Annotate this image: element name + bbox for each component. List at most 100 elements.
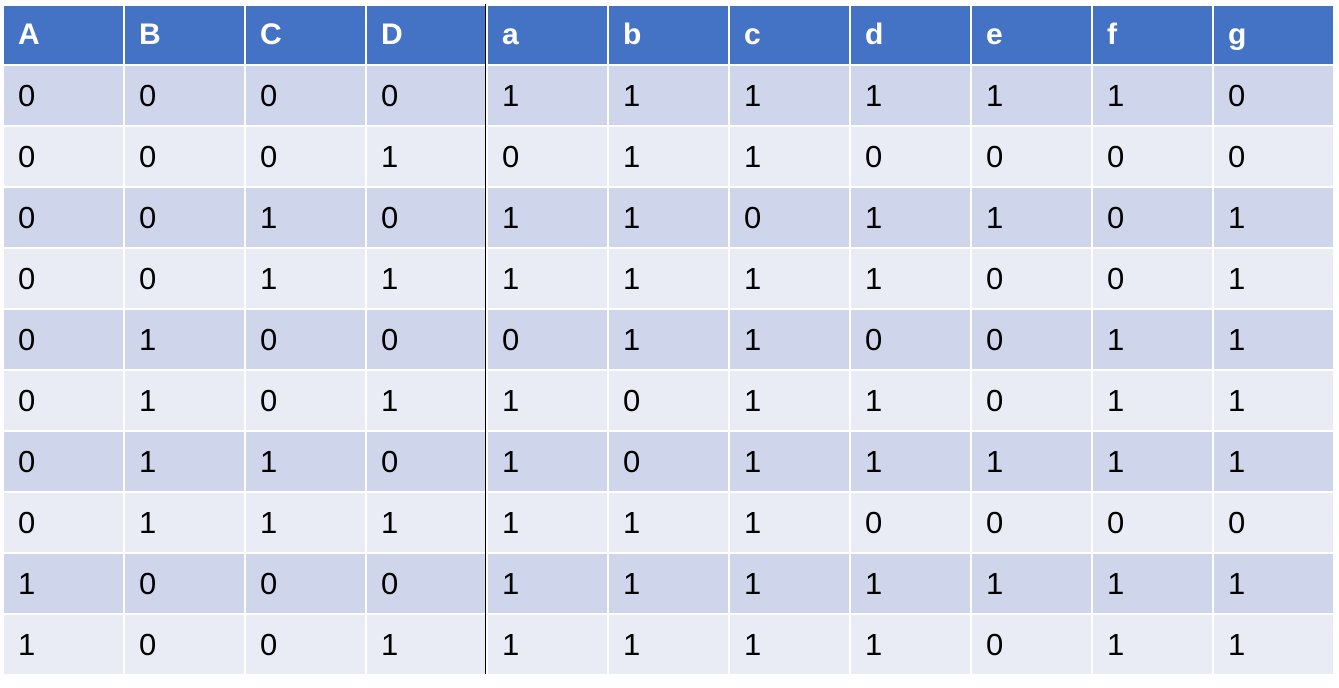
- column-header-f: f: [1093, 6, 1212, 64]
- table-cell: 1: [367, 493, 486, 552]
- table-cell: 0: [4, 493, 123, 552]
- table-cell: 1: [730, 310, 849, 369]
- table-cell: 1: [1214, 249, 1333, 308]
- table-cell: 1: [367, 371, 486, 430]
- table-cell: 1: [488, 249, 607, 308]
- table-cell: 1: [730, 615, 849, 674]
- table-cell: 0: [246, 310, 365, 369]
- table-cell: 1: [1093, 310, 1212, 369]
- table-cell: 0: [246, 66, 365, 125]
- table-cell: 0: [972, 127, 1091, 186]
- table-cell: 0: [972, 615, 1091, 674]
- table-cell: 0: [972, 493, 1091, 552]
- table-cell: 0: [125, 188, 244, 247]
- table-cell: 1: [851, 371, 970, 430]
- table-cell: 1: [1093, 432, 1212, 491]
- table-cell: 1: [972, 554, 1091, 613]
- table-cell: 1: [367, 249, 486, 308]
- table-cell: 1: [367, 127, 486, 186]
- table-cell: 0: [730, 188, 849, 247]
- table-cell: 0: [972, 249, 1091, 308]
- table-cell: 1: [125, 310, 244, 369]
- table-cell: 1: [972, 66, 1091, 125]
- table-cell: 0: [246, 371, 365, 430]
- table-cell: 1: [851, 615, 970, 674]
- table-cell: 1: [730, 66, 849, 125]
- table-cell: 1: [1093, 554, 1212, 613]
- table-cell: 1: [609, 127, 728, 186]
- table-cell: 1: [609, 493, 728, 552]
- column-header-c: c: [730, 6, 849, 64]
- table-cell: 1: [609, 188, 728, 247]
- table-cell: 1: [488, 188, 607, 247]
- input-output-divider: [485, 4, 486, 674]
- table-cell: 0: [1093, 127, 1212, 186]
- table-cell: 1: [125, 432, 244, 491]
- table-cell: 0: [488, 310, 607, 369]
- table-cell: 0: [246, 554, 365, 613]
- column-header-D: D: [367, 6, 486, 64]
- table-cell: 1: [730, 432, 849, 491]
- table-cell: 1: [4, 615, 123, 674]
- column-header-a: a: [488, 6, 607, 64]
- table-cell: 0: [4, 432, 123, 491]
- table-cell: 0: [125, 127, 244, 186]
- column-header-A: A: [4, 6, 123, 64]
- table-cell: 1: [609, 310, 728, 369]
- table-cell: 1: [851, 66, 970, 125]
- table-cell: 1: [972, 432, 1091, 491]
- table-cell: 0: [1093, 249, 1212, 308]
- table-cell: 1: [1093, 371, 1212, 430]
- column-header-d: d: [851, 6, 970, 64]
- column-header-b: b: [609, 6, 728, 64]
- table-cell: 1: [488, 493, 607, 552]
- table-cell: 1: [609, 554, 728, 613]
- table-cell: 1: [851, 188, 970, 247]
- table-cell: 0: [609, 371, 728, 430]
- table-cell: 1: [488, 66, 607, 125]
- table-cell: 1: [246, 188, 365, 247]
- table-cell: 0: [4, 127, 123, 186]
- table-cell: 0: [1214, 66, 1333, 125]
- table-cell: 1: [851, 249, 970, 308]
- table-cell: 0: [4, 249, 123, 308]
- table-cell: 0: [367, 432, 486, 491]
- table-cell: 0: [246, 127, 365, 186]
- table-cell: 1: [488, 432, 607, 491]
- table-cell: 1: [488, 615, 607, 674]
- table-cell: 1: [1214, 310, 1333, 369]
- table-cell: 1: [1214, 615, 1333, 674]
- table-cell: 1: [1093, 66, 1212, 125]
- table-cell: 0: [1214, 127, 1333, 186]
- table-cell: 1: [851, 432, 970, 491]
- table-cell: 0: [367, 66, 486, 125]
- table-cell: 1: [125, 371, 244, 430]
- table-cell: 0: [4, 188, 123, 247]
- table-cell: 1: [730, 249, 849, 308]
- table-cell: 0: [972, 371, 1091, 430]
- table-cell: 1: [730, 554, 849, 613]
- table-cell: 0: [972, 310, 1091, 369]
- table-cell: 0: [125, 615, 244, 674]
- table-cell: 1: [1214, 554, 1333, 613]
- table-cell: 0: [1093, 493, 1212, 552]
- table-cell: 0: [851, 127, 970, 186]
- table-cell: 1: [730, 371, 849, 430]
- table-cell: 0: [367, 310, 486, 369]
- table-cell: 1: [730, 493, 849, 552]
- table-cell: 1: [1214, 432, 1333, 491]
- table-cell: 1: [1214, 188, 1333, 247]
- table-cell: 0: [246, 615, 365, 674]
